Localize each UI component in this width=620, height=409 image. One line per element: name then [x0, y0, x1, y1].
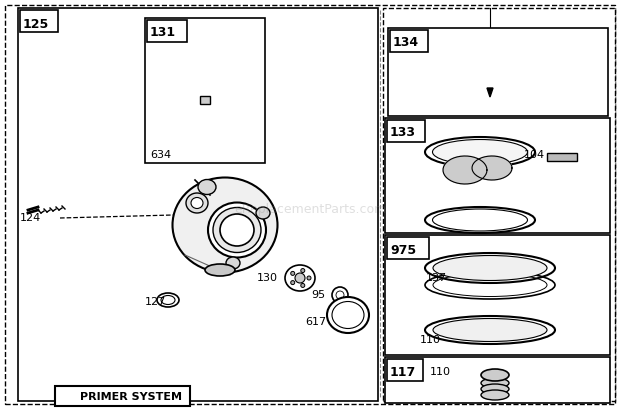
Text: 137: 137 [426, 273, 447, 283]
Bar [387, 120, 425, 142]
Ellipse shape [285, 265, 315, 291]
Circle shape [301, 283, 305, 288]
Circle shape [336, 291, 344, 299]
Text: eReplacementParts.com: eReplacementParts.com [234, 204, 386, 216]
Circle shape [307, 276, 311, 280]
Bar [385, 118, 610, 233]
Circle shape [301, 269, 305, 272]
Text: 134: 134 [393, 36, 419, 49]
Text: 975: 975 [390, 243, 416, 256]
Circle shape [196, 138, 214, 156]
Ellipse shape [481, 384, 509, 394]
Text: 617: 617 [305, 317, 326, 327]
Circle shape [443, 360, 467, 384]
Ellipse shape [198, 180, 216, 195]
Bar [200, 96, 210, 104]
Circle shape [448, 365, 462, 379]
Ellipse shape [332, 301, 364, 328]
Bar [145, 18, 265, 163]
Ellipse shape [205, 264, 235, 276]
Ellipse shape [485, 43, 495, 47]
Bar [387, 237, 429, 259]
Ellipse shape [481, 369, 509, 381]
Text: 104: 104 [524, 150, 545, 160]
Text: 110: 110 [420, 335, 441, 345]
Bar [387, 359, 423, 381]
Text: 133: 133 [390, 126, 416, 139]
Ellipse shape [172, 178, 278, 272]
Bar [20, 10, 58, 32]
Ellipse shape [425, 207, 535, 233]
Text: 131: 131 [150, 27, 176, 40]
Bar [383, 8, 615, 401]
Circle shape [433, 328, 457, 352]
Bar [385, 235, 610, 355]
Bar [547, 153, 577, 161]
Ellipse shape [213, 207, 261, 252]
Text: 125: 125 [23, 18, 49, 31]
Bar [385, 357, 610, 403]
Text: 95: 95 [311, 290, 325, 300]
Ellipse shape [327, 297, 369, 333]
Ellipse shape [433, 139, 528, 164]
Ellipse shape [425, 253, 555, 283]
Polygon shape [443, 156, 487, 184]
Bar [147, 20, 187, 42]
Bar [390, 30, 428, 52]
Bar [388, 28, 608, 116]
Ellipse shape [433, 256, 547, 281]
Ellipse shape [161, 295, 175, 304]
Text: 124: 124 [20, 213, 42, 223]
Ellipse shape [226, 257, 240, 269]
Circle shape [295, 273, 305, 283]
Polygon shape [487, 88, 493, 97]
Polygon shape [472, 156, 512, 180]
Circle shape [201, 143, 209, 151]
Ellipse shape [256, 207, 270, 219]
Ellipse shape [220, 214, 254, 246]
Ellipse shape [480, 40, 500, 50]
Ellipse shape [433, 319, 547, 342]
Circle shape [438, 333, 452, 347]
Circle shape [291, 272, 294, 275]
Ellipse shape [433, 209, 528, 231]
Text: 130: 130 [257, 273, 278, 283]
Text: 117: 117 [390, 366, 416, 378]
Ellipse shape [425, 137, 535, 167]
Ellipse shape [186, 193, 208, 213]
Ellipse shape [157, 293, 179, 307]
Circle shape [332, 287, 348, 303]
Text: 110: 110 [430, 367, 451, 377]
Circle shape [291, 281, 294, 285]
Text: 634: 634 [150, 150, 171, 160]
Ellipse shape [481, 390, 509, 400]
Bar [18, 8, 378, 401]
Ellipse shape [425, 316, 555, 344]
Ellipse shape [208, 202, 266, 258]
Text: 127: 127 [145, 297, 166, 307]
Ellipse shape [481, 378, 509, 388]
Ellipse shape [191, 198, 203, 209]
Text: PRIMER SYSTEM: PRIMER SYSTEM [80, 392, 182, 402]
Bar [55, 386, 190, 406]
